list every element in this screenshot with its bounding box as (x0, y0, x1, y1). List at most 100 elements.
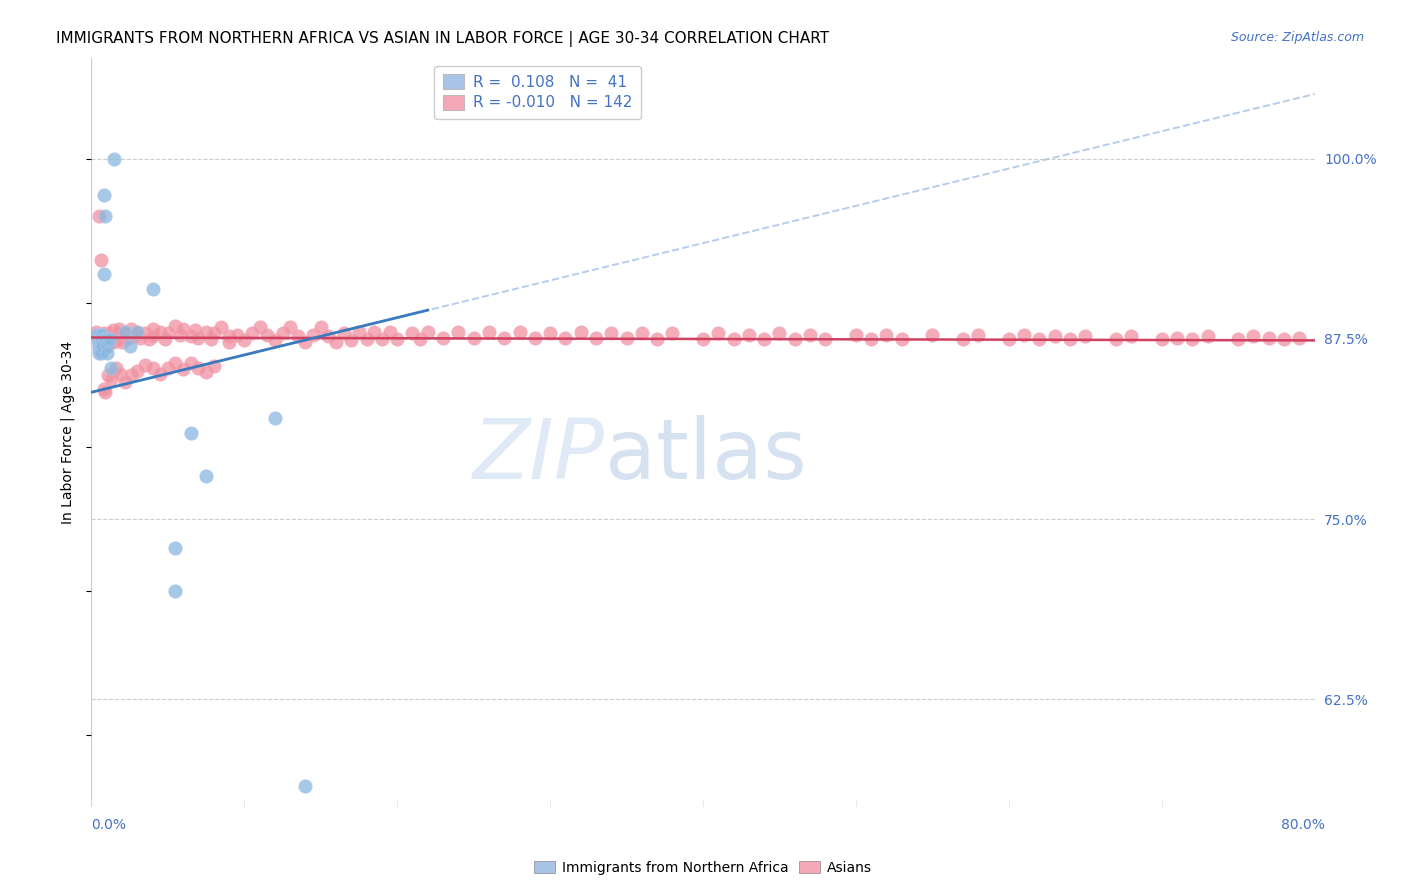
Point (86, 330, 108, 344)
Point (509, 325, 531, 339)
Point (86, 332, 108, 346)
Point (187, 360, 209, 375)
Point (218, 334, 240, 349)
Point (87, 332, 110, 346)
Point (93, 334, 115, 349)
Point (195, 325, 218, 339)
Legend: R =  0.108   N =  41, R = -0.010   N = 142: R = 0.108 N = 41, R = -0.010 N = 142 (434, 66, 641, 119)
Point (84, 325, 107, 339)
Point (209, 320, 232, 334)
Point (1150, 332, 1173, 346)
Point (87, 342, 110, 356)
Point (1181, 332, 1204, 346)
Point (287, 329, 309, 343)
Point (90, 342, 112, 356)
Point (271, 326, 294, 341)
Point (768, 326, 790, 341)
Point (494, 330, 516, 344)
Legend: Immigrants from Northern Africa, Asians: Immigrants from Northern Africa, Asians (529, 855, 877, 880)
Point (98, 326, 121, 341)
Point (180, 425, 202, 440)
Point (631, 326, 654, 341)
Point (200, 332, 222, 346)
Point (661, 326, 683, 341)
Point (1166, 330, 1188, 344)
Point (141, 281, 163, 295)
Point (134, 326, 156, 341)
Point (332, 851, 354, 865)
Point (538, 326, 561, 341)
Point (93, 326, 115, 341)
Point (692, 332, 714, 346)
Point (447, 325, 470, 339)
Point (195, 365, 218, 379)
Point (91, 332, 114, 346)
Point (127, 325, 149, 339)
Point (94, 385, 117, 400)
Point (1257, 330, 1279, 344)
Point (921, 327, 943, 342)
Point (86, 332, 108, 346)
Point (97, 330, 120, 344)
Point (84, 327, 107, 342)
Point (180, 329, 202, 343)
Point (90, 252, 112, 267)
Point (141, 322, 163, 336)
Point (87, 332, 110, 346)
Point (114, 325, 136, 339)
Point (378, 325, 401, 339)
Point (1012, 327, 1035, 342)
Point (1243, 329, 1265, 343)
Point (416, 325, 439, 339)
Point (600, 326, 623, 341)
Point (1105, 332, 1128, 346)
Point (318, 329, 340, 343)
Text: 0.0%: 0.0% (91, 818, 127, 832)
Point (87, 327, 110, 342)
Point (87, 346, 110, 360)
Point (1272, 332, 1295, 346)
Point (1059, 332, 1081, 346)
Point (91, 339, 114, 353)
Point (347, 325, 370, 339)
Point (249, 320, 271, 334)
Point (340, 334, 363, 348)
Point (302, 327, 325, 342)
Point (90, 332, 112, 346)
Point (1028, 332, 1050, 346)
Point (129, 330, 152, 344)
Point (616, 330, 638, 344)
Point (1288, 330, 1310, 344)
Point (104, 326, 127, 341)
Point (195, 468, 218, 483)
Point (165, 356, 187, 370)
Point (554, 330, 576, 344)
Point (799, 327, 821, 342)
Point (294, 779, 316, 793)
Point (103, 152, 125, 166)
Point (114, 375, 136, 389)
Point (318, 836, 340, 850)
Point (91, 336, 114, 351)
Point (363, 325, 385, 339)
Text: IMMIGRANTS FROM NORTHERN AFRICA VS ASIAN IN LABOR FORCE | AGE 30-34 CORRELATION : IMMIGRANTS FROM NORTHERN AFRICA VS ASIAN… (56, 31, 830, 47)
Text: Source: ZipAtlas.com: Source: ZipAtlas.com (1230, 31, 1364, 45)
Point (332, 326, 354, 341)
Point (240, 326, 263, 341)
Point (141, 360, 163, 375)
Point (94, 210, 117, 224)
Point (96, 339, 118, 353)
Point (101, 323, 124, 337)
Point (98, 334, 121, 349)
Point (108, 322, 131, 336)
Point (117, 330, 139, 344)
Point (998, 332, 1021, 346)
Point (93, 187, 115, 202)
Point (94, 332, 117, 346)
Point (202, 359, 225, 374)
Point (478, 325, 501, 339)
Point (1227, 332, 1250, 346)
Point (111, 334, 134, 349)
Point (87, 339, 110, 353)
Point (845, 327, 868, 342)
